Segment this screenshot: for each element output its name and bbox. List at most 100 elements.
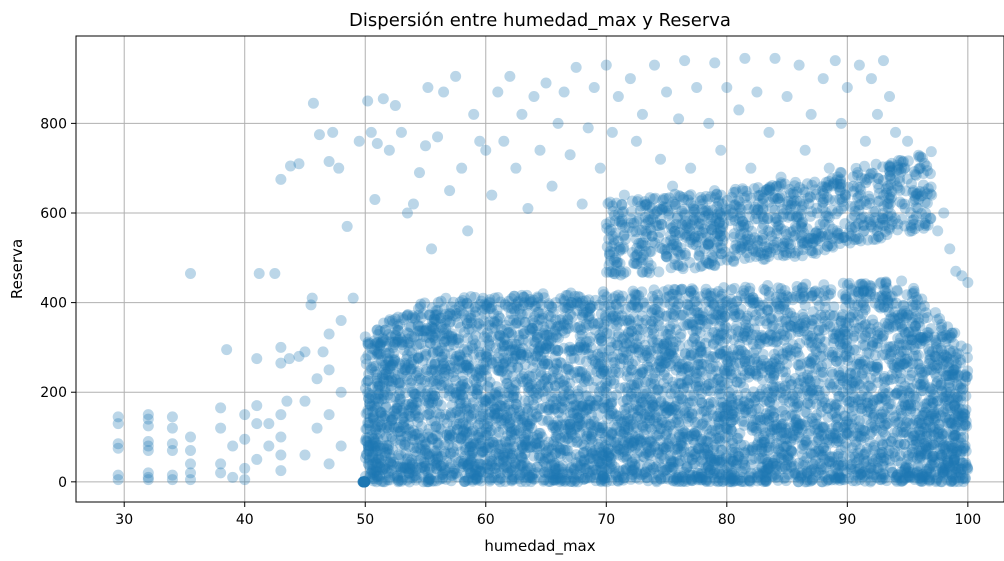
scatter-point (878, 284, 890, 296)
scatter-point (821, 475, 833, 487)
scatter-point (700, 283, 712, 295)
scatter-point (466, 323, 478, 335)
scatter-point (785, 410, 797, 422)
scatter-point (784, 344, 796, 356)
scatter-point (936, 318, 948, 330)
scatter-point (530, 437, 542, 449)
scatter-point (641, 472, 653, 484)
scatter-point (550, 463, 562, 475)
scatter-point (898, 358, 910, 370)
scatter-point (813, 434, 825, 446)
scatter-point (522, 299, 534, 311)
scatter-point (840, 350, 852, 362)
scatter-point (369, 392, 381, 404)
scatter-point (636, 419, 648, 431)
scatter-point (788, 425, 800, 437)
scatter-point (949, 430, 961, 442)
scatter-point (622, 437, 634, 449)
scatter-point (439, 363, 451, 375)
scatter-point (371, 348, 383, 360)
scatter-point (543, 476, 555, 488)
scatter-point (710, 334, 722, 346)
scatter-point (609, 291, 621, 303)
scatter-point (853, 358, 865, 370)
scatter-point (729, 282, 741, 294)
scatter-point (485, 406, 497, 418)
scatter-point (523, 296, 535, 308)
scatter-point (537, 312, 549, 324)
scatter-point (799, 476, 811, 488)
scatter-point (629, 343, 641, 355)
scatter-point (889, 389, 901, 401)
scatter-point (378, 334, 390, 346)
scatter-point (526, 384, 538, 396)
scatter-point (806, 370, 818, 382)
scatter-point (667, 474, 679, 486)
scatter-point (488, 401, 500, 413)
scatter-point (590, 464, 602, 476)
scatter-point (510, 349, 522, 361)
scatter-point (550, 297, 562, 309)
scatter-point (524, 324, 536, 336)
scatter-point (800, 435, 812, 447)
scatter-point (837, 450, 849, 462)
scatter-point (909, 344, 921, 356)
scatter-point (840, 437, 852, 449)
scatter-point (549, 344, 561, 356)
scatter-point (846, 405, 858, 417)
scatter-point (659, 402, 671, 414)
scatter-point (430, 462, 442, 474)
scatter-point (581, 402, 593, 414)
scatter-point (363, 441, 375, 453)
scatter-point (800, 470, 812, 482)
scatter-point (877, 460, 889, 472)
scatter-point (806, 474, 818, 486)
scatter-point (768, 356, 780, 368)
scatter-point (681, 319, 693, 331)
scatter-point (843, 373, 855, 385)
scatter-point (852, 309, 864, 321)
scatter-point (564, 418, 576, 430)
scatter-point (936, 385, 948, 397)
scatter-point (458, 292, 470, 304)
scatter-point (505, 426, 517, 438)
scatter-point (933, 431, 945, 443)
scatter-point (379, 358, 391, 370)
scatter-point (398, 461, 410, 473)
scatter-point (833, 471, 845, 483)
scatter-point (625, 388, 637, 400)
scatter-point (780, 475, 792, 487)
scatter-point (811, 418, 823, 430)
scatter-point (910, 408, 922, 420)
scatter-point (574, 372, 586, 384)
scatter-point (422, 476, 434, 488)
scatter-point (940, 450, 952, 462)
scatter-point (720, 296, 732, 308)
scatter-point (693, 380, 705, 392)
scatter-point (908, 301, 920, 313)
scatter-point (725, 469, 737, 481)
scatter-point (426, 434, 438, 446)
scatter-point (698, 405, 710, 417)
scatter-point (779, 296, 791, 308)
scatter-point (714, 334, 726, 346)
scatter-point (732, 398, 744, 410)
scatter-point (401, 349, 413, 361)
scatter-point (736, 415, 748, 427)
scatter-point (749, 297, 761, 309)
scatter-point (604, 305, 616, 317)
scatter-point (576, 400, 588, 412)
scatter-point (727, 414, 739, 426)
scatter-point (424, 473, 436, 485)
scatter-point (472, 384, 484, 396)
scatter-point (634, 433, 646, 445)
scatter-point (916, 410, 928, 422)
scatter-point (938, 467, 950, 479)
scatter-point (955, 437, 967, 449)
scatter-point (393, 388, 405, 400)
scatter-point (573, 418, 585, 430)
scatter-point (735, 303, 747, 315)
scatter-point (424, 404, 436, 416)
scatter-point (443, 385, 455, 397)
scatter-point (849, 344, 861, 356)
